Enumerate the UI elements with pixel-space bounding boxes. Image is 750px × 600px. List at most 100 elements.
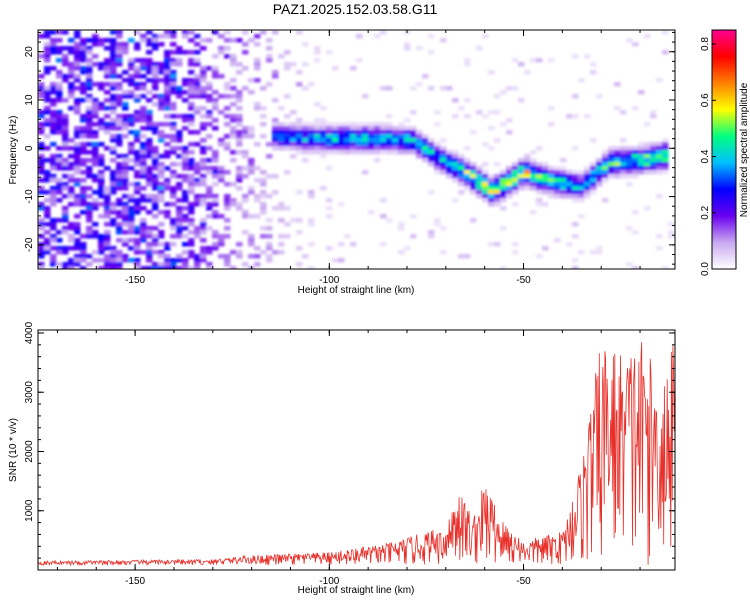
spectrogram-cell <box>206 134 213 139</box>
spectrogram-cell <box>80 234 87 239</box>
spectrogram-cell <box>284 130 291 135</box>
spectrogram-cell <box>272 138 279 143</box>
spectrogram-cell <box>134 82 141 87</box>
spectrogram-cell <box>344 150 351 155</box>
spectrogram-cell <box>128 150 135 155</box>
spectrogram-cell <box>230 38 237 43</box>
spectrogram-cell <box>140 106 147 111</box>
spectrogram-cell <box>182 78 189 83</box>
spectrogram-cell <box>326 206 333 211</box>
spectrogram-cell <box>578 186 585 191</box>
spectrogram-cell <box>452 154 459 159</box>
spectrogram-cell <box>176 86 183 91</box>
spectrogram-cell <box>182 166 189 171</box>
spectrogram-cell <box>146 230 153 235</box>
spectrogram-cell <box>128 146 135 151</box>
spectrogram-cell <box>458 162 465 167</box>
spectrogram-cell <box>80 266 87 269</box>
spectrogram-cell <box>62 230 69 235</box>
spectrogram-cell <box>38 82 45 87</box>
spectrogram-cell <box>158 186 165 191</box>
spectrogram-cell <box>410 110 417 115</box>
spectrogram-cell <box>332 150 339 155</box>
spectrogram-cell <box>494 174 501 179</box>
spectrogram-cell <box>68 50 75 55</box>
spectrogram-cell <box>152 38 159 43</box>
spectrogram-cell <box>188 102 195 107</box>
spectrogram-cell <box>218 238 225 243</box>
spectrogram-cell <box>296 262 303 267</box>
spectrogram-cell <box>206 186 213 191</box>
spectrogram-cell <box>428 162 435 167</box>
spectrogram-cell <box>38 186 45 191</box>
spectrogram-cell <box>530 158 537 163</box>
spectrogram-cell <box>254 166 261 171</box>
spectrogram-cell <box>266 234 273 239</box>
spectrogram-cell <box>236 90 243 95</box>
spectrogram-cell <box>68 190 75 195</box>
spectrogram-cell <box>470 170 477 175</box>
spectrogram-cell <box>146 246 153 251</box>
spectrogram-cell <box>422 158 429 163</box>
spectrogram-cell <box>62 266 69 269</box>
spectrogram-cell <box>164 122 171 127</box>
spectrogram-cell <box>98 122 105 127</box>
spectrogram-cell <box>38 90 45 95</box>
spectrogram-cell <box>410 86 417 91</box>
spectrogram-cell <box>314 58 321 63</box>
spectrogram-cell <box>602 150 609 155</box>
spectrogram-cell <box>140 234 147 239</box>
spectrogram-cell <box>416 134 423 139</box>
spectrogram-cell <box>626 166 633 171</box>
spectrogram-cell <box>374 158 381 163</box>
spectrogram-cell <box>122 222 129 227</box>
spectrogram-cell <box>56 110 63 115</box>
spectrogram-cell <box>158 222 165 227</box>
spectrogram-cell <box>176 258 183 263</box>
spectrogram-cell <box>644 34 651 39</box>
spectrogram-cell <box>206 250 213 255</box>
spectrogram-cell <box>164 178 171 183</box>
spectrogram-cell <box>200 114 207 119</box>
spectrogram-cell <box>512 242 519 247</box>
spectrogram-cell <box>230 118 237 123</box>
spectrogram-cell <box>560 190 567 195</box>
spectrogram-cell <box>50 82 57 87</box>
spectrogram-cell <box>140 206 147 211</box>
spectrogram-cell <box>50 154 57 159</box>
spectrogram-cell <box>236 202 243 207</box>
spectrogram-cell <box>104 74 111 79</box>
spectrogram-cell <box>464 186 471 191</box>
spectrogram-cell <box>368 138 375 143</box>
spectrogram-cell <box>614 166 621 171</box>
spectrogram-cell <box>254 102 261 107</box>
spectrogram-cell <box>512 58 519 63</box>
spectrogram-cell <box>188 118 195 123</box>
spectrogram-cell <box>86 70 93 75</box>
spectrogram-cell <box>248 170 255 175</box>
spectrogram-cell <box>620 110 627 115</box>
spectrogram-cell <box>188 70 195 75</box>
spectrogram-cell <box>350 142 357 147</box>
spectrogram-cell <box>524 154 531 159</box>
spectrogram-cell <box>452 98 459 103</box>
spectrogram-cell <box>104 238 111 243</box>
spectrogram-cell <box>206 66 213 71</box>
spectrogram-cell <box>494 182 501 187</box>
spectrogram-cell <box>116 50 123 55</box>
spectrogram-cell <box>56 118 63 123</box>
spectrogram-cell <box>188 210 195 215</box>
spectrogram-cell <box>230 250 237 255</box>
spectrogram-cell <box>110 150 117 155</box>
spectrogram-cell <box>494 178 501 183</box>
spectrogram-cell <box>440 166 447 171</box>
spectrogram-cell <box>590 182 597 187</box>
spectrogram-cell <box>140 198 147 203</box>
spectrogram-cell <box>296 134 303 139</box>
spectrogram-cell <box>458 158 465 163</box>
spectrogram-cell <box>290 154 297 159</box>
spectrogram-cell <box>86 94 93 99</box>
spectrogram-cell <box>422 154 429 159</box>
spectrogram-cell <box>368 210 375 215</box>
spectrogram-cell <box>146 70 153 75</box>
